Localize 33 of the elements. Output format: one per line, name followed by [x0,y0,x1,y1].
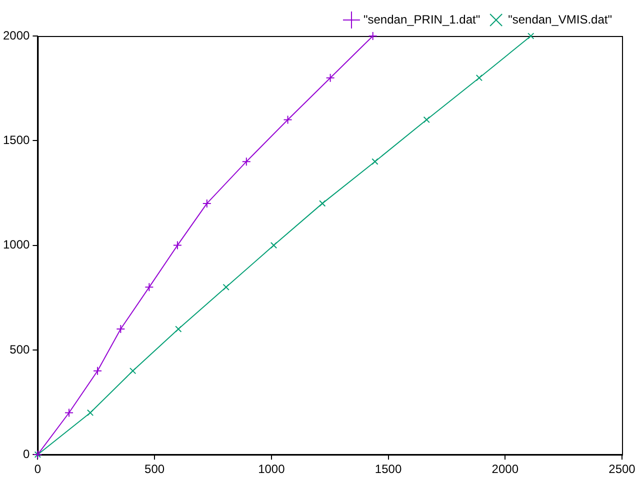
x-tick-label: 1000 [258,462,286,476]
point [202,198,212,208]
x-tick-label: 2000 [492,462,519,476]
point [116,324,126,334]
point [319,200,326,207]
y-tick-label: 2000 [2,28,30,42]
y-tick-label: 500 [10,342,30,356]
point [172,240,182,250]
point [175,326,182,332]
point [86,409,94,416]
legend-label: "sendan_PRIN_1.dat" [363,12,480,26]
x-tick-label: 1500 [374,462,402,476]
point [242,157,251,166]
legend-label: "sendan_VMIS.dat" [508,12,612,26]
x-tick-label: 0 [34,462,42,476]
point [528,32,534,40]
point [222,284,230,290]
x-tick-label: 500 [144,462,165,476]
point [476,74,483,82]
point [270,242,278,249]
point [368,32,378,40]
point [129,368,136,374]
point [372,158,378,165]
y-tick-label: 0 [23,446,30,461]
x-tick-label: 2500 [608,462,636,476]
point [326,73,335,82]
point [93,366,102,376]
point [64,408,74,418]
y-tick-label: 1000 [2,238,30,252]
y-tick-label: 1500 [2,132,30,147]
point [144,282,154,292]
point [423,116,430,124]
point [283,115,292,124]
